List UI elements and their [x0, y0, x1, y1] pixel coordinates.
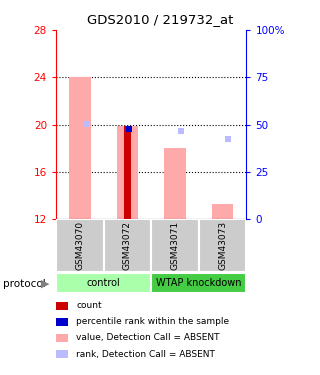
Text: ▶: ▶	[41, 279, 50, 289]
Bar	[212, 204, 233, 219]
Text: control: control	[87, 278, 120, 288]
Text: protocol: protocol	[3, 279, 46, 289]
Bar	[151, 219, 199, 272]
Text: rank, Detection Call = ABSENT: rank, Detection Call = ABSENT	[76, 350, 215, 358]
Bar	[56, 219, 104, 272]
Text: count: count	[76, 301, 102, 310]
Bar	[56, 273, 151, 293]
Text: value, Detection Call = ABSENT: value, Detection Call = ABSENT	[76, 333, 220, 342]
Text: GDS2010 / 219732_at: GDS2010 / 219732_at	[87, 13, 233, 26]
Bar	[124, 126, 131, 219]
Text: GSM43073: GSM43073	[218, 221, 227, 270]
Bar	[164, 148, 186, 219]
Bar	[104, 219, 151, 272]
Bar	[199, 219, 246, 272]
Text: GSM43070: GSM43070	[75, 221, 84, 270]
Bar	[69, 77, 91, 219]
Bar	[117, 126, 138, 219]
Text: GSM43071: GSM43071	[171, 221, 180, 270]
Text: WTAP knockdown: WTAP knockdown	[156, 278, 242, 288]
Text: percentile rank within the sample: percentile rank within the sample	[76, 317, 229, 326]
Bar	[151, 273, 246, 293]
Text: GSM43072: GSM43072	[123, 221, 132, 270]
